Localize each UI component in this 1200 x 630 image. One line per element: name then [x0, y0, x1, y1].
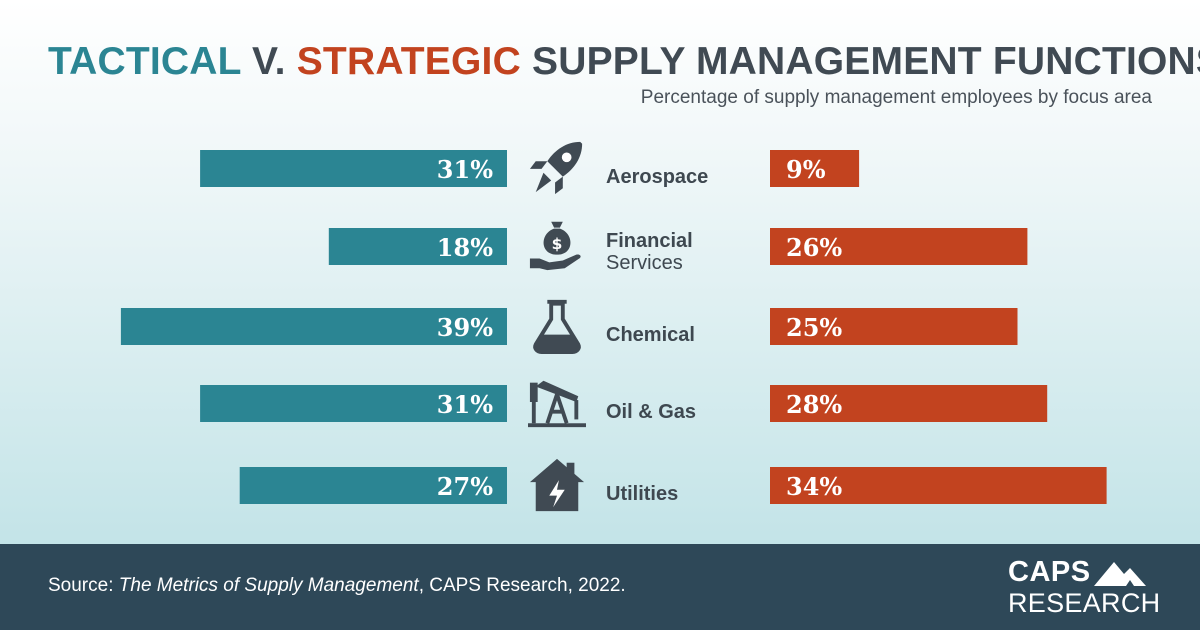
title-rest: SUPPLY MANAGEMENT FUNCTIONS — [520, 40, 1200, 83]
title-tactical: TACTICAL — [48, 40, 241, 83]
strategic-value-label: 9% — [786, 155, 826, 184]
tactical-value-label: 39% — [437, 313, 493, 342]
bar-chart: $ 31%9%Aerospace18%26%FinancialServices3… — [120, 141, 1107, 512]
category-label: Aerospace — [606, 166, 708, 188]
tactical-bar — [200, 385, 507, 422]
strategic-bar — [770, 385, 1048, 422]
title-strategic: STRATEGIC — [296, 40, 521, 83]
category-label-line2: Services — [606, 252, 683, 274]
category-label: Oil & Gas — [606, 401, 696, 423]
tactical-value-label: 27% — [437, 472, 493, 501]
oil-pump-icon — [527, 378, 587, 430]
flask-icon — [533, 297, 581, 354]
strategic-value-label: 34% — [786, 472, 842, 501]
source-prefix: Source: — [48, 575, 119, 596]
strategic-bar — [770, 228, 1028, 265]
source-title: The Metrics of Supply Management — [118, 575, 419, 596]
strategic-value-label: 25% — [786, 313, 842, 342]
tactical-value-label: 18% — [437, 233, 493, 262]
source-suffix: , CAPS Research, 2022. — [418, 575, 626, 596]
source-note: Source: The Metrics of Supply Management… — [48, 575, 626, 597]
logo-caps-text: CAPS — [1008, 556, 1091, 588]
tactical-bar — [239, 467, 507, 504]
tactical-bar — [200, 150, 507, 187]
strategic-bar — [770, 150, 860, 187]
category-label: Financial — [606, 230, 693, 252]
house-power-icon — [529, 458, 585, 512]
money-bag-hand-icon — [529, 221, 581, 271]
tactical-bar — [120, 308, 508, 345]
category-label: Utilities — [606, 483, 678, 505]
tactical-bar — [328, 228, 507, 265]
chart-title: TACTICAL V. STRATEGIC SUPPLY MANAGEMENT … — [48, 40, 1200, 84]
strategic-value-label: 26% — [786, 233, 842, 262]
mountain-logo-icon — [1094, 562, 1146, 586]
tactical-value-label: 31% — [437, 390, 493, 419]
caps-research-logo: CAPS RESEARCH — [1004, 556, 1160, 620]
footer-band — [0, 544, 1200, 630]
strategic-bar — [770, 308, 1018, 345]
strategic-bar — [770, 467, 1107, 504]
tactical-value-label: 31% — [437, 155, 493, 184]
rocket-icon — [529, 141, 583, 195]
logo-research-text: RESEARCH — [1008, 588, 1161, 618]
category-label: Chemical — [606, 324, 695, 346]
chart-subtitle: Percentage of supply management employee… — [640, 87, 1152, 108]
strategic-value-label: 28% — [786, 390, 842, 419]
title-v: V. — [240, 40, 297, 83]
